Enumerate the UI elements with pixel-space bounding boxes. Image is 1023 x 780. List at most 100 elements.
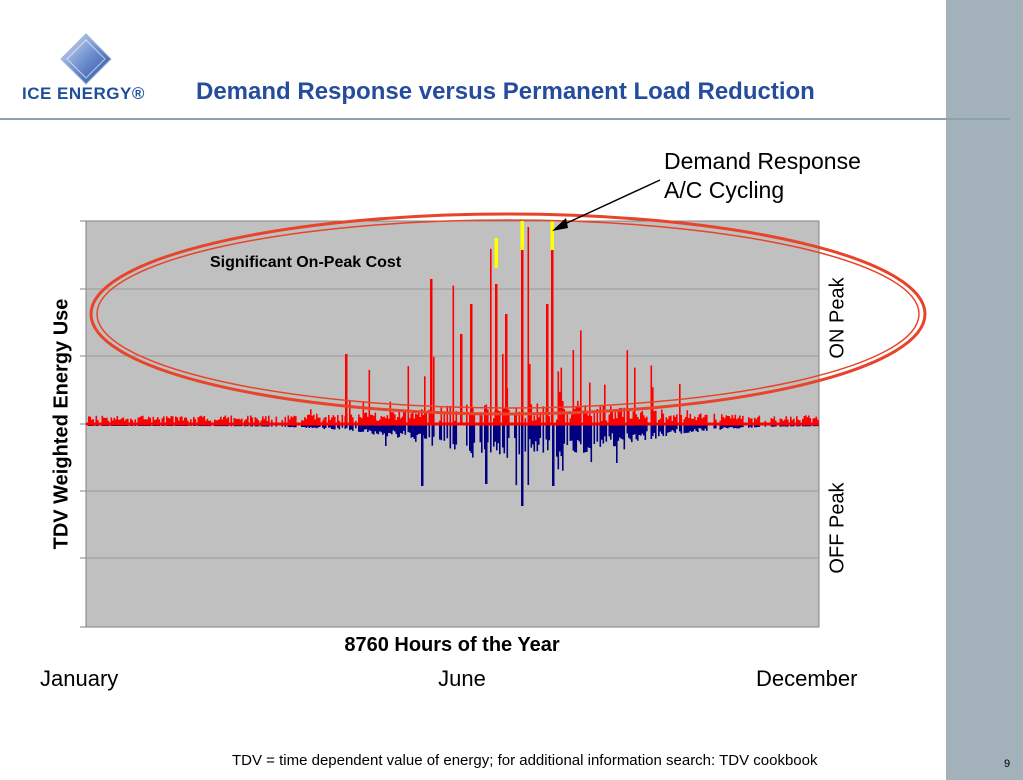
on-peak-bar xyxy=(754,417,756,424)
on-peak-bar xyxy=(275,416,278,424)
on-peak-bar xyxy=(694,416,696,424)
on-peak-bar xyxy=(194,419,197,424)
off-peak-bar xyxy=(499,424,501,455)
off-peak-bar xyxy=(556,424,558,457)
on-peak-bar xyxy=(629,418,632,424)
on-peak-bar xyxy=(814,418,816,424)
on-peak-bar xyxy=(170,416,173,424)
on-peak-bar xyxy=(110,417,113,424)
on-peak-bar xyxy=(755,419,758,424)
on-peak-bar xyxy=(782,420,785,424)
on-peak-bar xyxy=(175,416,177,424)
on-peak-bar xyxy=(239,419,242,424)
off-peak-bar xyxy=(701,424,704,431)
off-peak-bar xyxy=(604,424,606,437)
on-peak-bar xyxy=(700,413,702,424)
off-peak-bar xyxy=(632,424,635,435)
off-peak-bar xyxy=(412,424,414,437)
off-peak-bar xyxy=(700,424,702,429)
off-peak-bar xyxy=(587,424,590,448)
on-peak-bar xyxy=(329,420,332,424)
off-peak-bar xyxy=(515,424,518,486)
off-peak-bar xyxy=(583,424,585,453)
off-peak-bar xyxy=(742,424,744,428)
on-peak-bar xyxy=(644,418,647,424)
off-peak-bar xyxy=(679,424,681,432)
off-peak-bar xyxy=(376,424,378,434)
on-peak-bar xyxy=(139,417,141,424)
off-peak-bar xyxy=(332,424,335,430)
off-peak-bar xyxy=(380,424,383,433)
on-peak-bar xyxy=(236,419,239,424)
on-peak-bar xyxy=(116,416,119,424)
off-peak-bar xyxy=(392,424,395,431)
on-peak-bar xyxy=(262,416,264,424)
on-peak-bar xyxy=(736,419,738,424)
on-peak-bar xyxy=(176,417,179,424)
on-peak-bar xyxy=(221,419,224,424)
header-divider xyxy=(0,118,1010,120)
off-peak-bar xyxy=(391,424,393,435)
on-peak-bar xyxy=(311,415,314,424)
on-peak-bar xyxy=(455,411,458,424)
on-peak-bar xyxy=(697,417,699,424)
off-peak-bar xyxy=(689,424,692,431)
off-peak-bar xyxy=(473,424,476,443)
on-peak-bar xyxy=(560,367,563,424)
off-peak-label: OFF Peak xyxy=(826,482,849,574)
on-peak-bar xyxy=(502,354,504,424)
on-peak-bar xyxy=(410,413,413,424)
on-peak-bar xyxy=(730,418,732,424)
on-peak-bar xyxy=(137,417,140,424)
on-peak-bar xyxy=(631,418,633,424)
on-peak-bar xyxy=(539,412,542,424)
on-peak-bar xyxy=(635,414,638,424)
off-peak-bar xyxy=(635,424,638,440)
off-peak-bar xyxy=(671,424,674,430)
on-peak-bar xyxy=(337,415,339,424)
on-peak-bar xyxy=(650,365,653,424)
off-peak-bar xyxy=(337,424,339,428)
on-peak-bar xyxy=(130,418,132,424)
off-peak-bar xyxy=(533,424,536,452)
on-peak-bar xyxy=(379,419,381,424)
off-peak-bar xyxy=(421,424,424,486)
off-peak-bar xyxy=(368,424,371,431)
month-label-december: December xyxy=(756,666,858,691)
on-peak-bar xyxy=(409,418,411,424)
on-peak-bar xyxy=(352,417,354,424)
off-peak-bar xyxy=(722,424,725,428)
off-peak-bar xyxy=(349,424,351,431)
on-peak-bar xyxy=(725,415,728,424)
on-peak-bar xyxy=(217,420,219,424)
off-peak-bar xyxy=(313,424,315,428)
on-peak-bar xyxy=(223,417,225,424)
off-peak-bar xyxy=(338,424,341,430)
on-peak-bar xyxy=(661,409,663,424)
demand-response-marker xyxy=(520,221,524,250)
off-peak-bar xyxy=(439,424,441,440)
on-peak-bar xyxy=(797,419,800,424)
off-peak-bar xyxy=(502,424,504,448)
on-peak-bar xyxy=(740,419,743,424)
off-peak-bar xyxy=(659,424,662,432)
on-peak-bar xyxy=(118,419,120,424)
on-peak-bar xyxy=(364,413,366,424)
off-peak-bar xyxy=(719,424,722,430)
off-peak-bar xyxy=(382,424,384,435)
on-peak-bar xyxy=(593,411,596,424)
on-peak-bar xyxy=(317,417,320,424)
on-peak-bar xyxy=(199,416,201,424)
off-peak-bar xyxy=(481,424,483,453)
off-peak-bar xyxy=(688,424,690,433)
on-peak-bar xyxy=(495,284,498,424)
on-peak-bar xyxy=(203,416,206,424)
off-peak-bar xyxy=(730,424,732,428)
on-peak-ellipse-inner xyxy=(96,219,920,409)
off-peak-bar xyxy=(446,424,449,439)
on-peak-bar xyxy=(322,420,324,424)
off-peak-bar xyxy=(514,424,516,438)
on-peak-bar xyxy=(689,413,692,424)
logo-text: ICE ENERGY® xyxy=(22,84,145,103)
on-peak-bar xyxy=(614,412,617,424)
